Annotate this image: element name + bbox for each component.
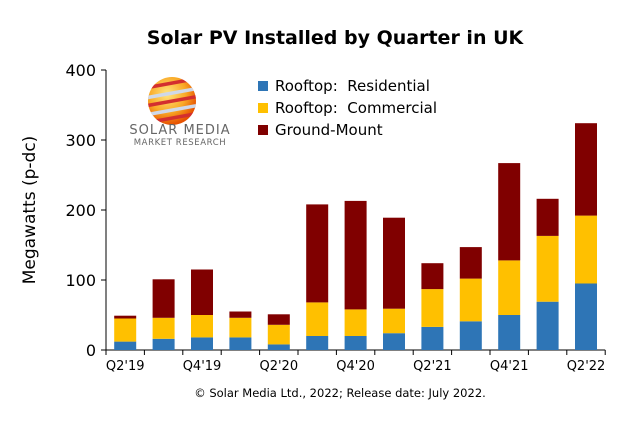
bars	[114, 123, 597, 350]
bar-segment-rooftop-commercial	[575, 215, 597, 284]
bar-segment-rooftop-residential	[421, 326, 444, 350]
bar-segment-rooftop-commercial	[383, 308, 405, 334]
bar-segment-ground-mount	[152, 279, 175, 318]
bar-segment-ground-mount	[229, 311, 252, 318]
y-tick-label: 400	[65, 61, 96, 80]
bar-segment-rooftop-commercial	[306, 302, 329, 336]
legend: Rooftop: Residential Rooftop: Commercial G…	[258, 77, 437, 139]
x-tick-label: Q4'21	[490, 359, 529, 374]
chart-title: Solar PV Installed by Quarter in UK	[147, 27, 525, 49]
y-tick-label: 100	[65, 271, 96, 290]
bar-segment-ground-mount	[536, 198, 559, 236]
bar-segment-rooftop-residential	[229, 337, 252, 350]
bar-segment-rooftop-residential	[306, 336, 329, 350]
bar-segment-ground-mount	[114, 315, 137, 319]
bar-segment-rooftop-residential	[536, 301, 559, 350]
solar-media-logo: SOLAR MEDIA MARKET RESEARCH	[129, 77, 230, 148]
x-tick-label: Q4'19	[183, 359, 222, 374]
legend-swatch	[258, 81, 268, 91]
bar-segment-rooftop-commercial	[152, 317, 175, 339]
bar-segment-rooftop-commercial	[267, 324, 290, 345]
axes: 0 100 200 300 400 Q2'19 Q4'19 Q2'20 Q4'20 Q2'21 Q4…	[65, 61, 606, 374]
x-tick-label: Q4'20	[336, 359, 375, 374]
logo-line2: MARKET RESEARCH	[134, 138, 227, 148]
legend-swatch	[258, 125, 268, 135]
x-tick-label: Q2'19	[106, 359, 145, 374]
legend-label: Rooftop: Commercial	[275, 99, 437, 117]
bar-segment-rooftop-residential	[498, 315, 521, 350]
bar-segment-rooftop-commercial	[498, 260, 521, 315]
bar-segment-ground-mount	[344, 200, 367, 310]
x-tick-label: Q2'21	[413, 359, 452, 374]
bar-segment-rooftop-commercial	[114, 318, 137, 342]
footnote: © Solar Media Ltd., 2022; Release date: …	[194, 386, 486, 400]
bar-segment-rooftop-residential	[267, 344, 290, 350]
bar-segment-ground-mount	[459, 247, 482, 279]
bar-segment-rooftop-residential	[114, 341, 137, 350]
bar-segment-ground-mount	[575, 123, 597, 216]
y-tick-label: 200	[65, 201, 96, 220]
bar-segment-rooftop-commercial	[344, 309, 367, 336]
bar-segment-ground-mount	[191, 269, 213, 315]
bar-segment-rooftop-commercial	[459, 278, 482, 322]
y-tick-label: 0	[86, 341, 96, 360]
y-tick-label: 300	[65, 131, 96, 150]
legend-label: Rooftop: Residential	[275, 77, 430, 95]
bar-segment-rooftop-commercial	[191, 315, 213, 338]
bar-segment-rooftop-residential	[152, 338, 175, 350]
bar-segment-ground-mount	[383, 217, 405, 309]
x-tick-label: Q2'20	[259, 359, 298, 374]
bar-segment-rooftop-residential	[383, 333, 405, 350]
logo-line1: SOLAR MEDIA	[129, 123, 230, 138]
legend-swatch	[258, 103, 268, 113]
bar-segment-rooftop-residential	[344, 336, 367, 350]
bar-segment-ground-mount	[306, 204, 329, 303]
bar-segment-ground-mount	[267, 314, 290, 325]
bar-segment-rooftop-commercial	[229, 317, 252, 338]
x-tick-label: Q2'22	[567, 359, 606, 374]
legend-label: Ground-Mount	[275, 121, 383, 139]
bar-segment-rooftop-commercial	[536, 235, 559, 302]
bar-segment-ground-mount	[498, 163, 521, 261]
bar-segment-rooftop-residential	[459, 321, 482, 350]
bar-segment-ground-mount	[421, 263, 444, 290]
bar-segment-rooftop-residential	[575, 283, 597, 350]
y-axis-label: Megawatts (p-dc)	[20, 136, 40, 285]
bar-segment-rooftop-commercial	[421, 289, 444, 327]
bar-segment-rooftop-residential	[191, 337, 213, 350]
